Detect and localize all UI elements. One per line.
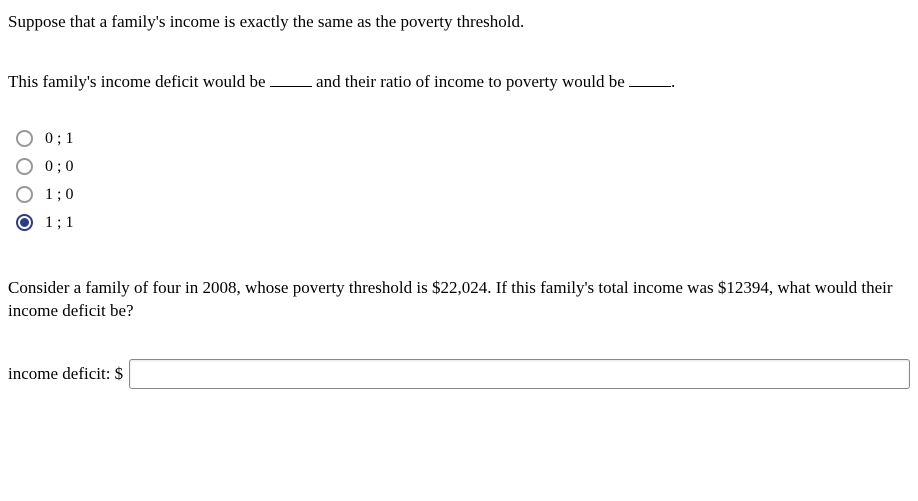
question-2-text: Consider a family of four in 2008, whose… [8, 276, 910, 324]
q1-part-a: This family's income deficit would be [8, 72, 270, 91]
option-0-1[interactable]: 0 ; 1 [16, 130, 910, 148]
blank-1 [270, 70, 312, 87]
income-deficit-row: income deficit: $ [8, 359, 910, 389]
blank-2 [629, 70, 671, 87]
income-deficit-input[interactable] [129, 359, 910, 389]
radio-icon [16, 214, 33, 231]
radio-icon [16, 158, 33, 175]
option-label: 1 ; 0 [45, 186, 73, 204]
radio-icon [16, 130, 33, 147]
question-2: Consider a family of four in 2008, whose… [8, 276, 910, 390]
question-1: Suppose that a family's income is exactl… [8, 10, 910, 232]
option-label: 1 ; 1 [45, 214, 73, 232]
question-1-intro: Suppose that a family's income is exactl… [8, 10, 910, 34]
income-deficit-label: income deficit: $ [8, 364, 123, 384]
option-1-0[interactable]: 1 ; 0 [16, 186, 910, 204]
radio-icon [16, 186, 33, 203]
q1-part-c: . [671, 72, 675, 91]
option-label: 0 ; 0 [45, 158, 73, 176]
options-group: 0 ; 1 0 ; 0 1 ; 0 1 ; 1 [16, 130, 910, 232]
question-1-blank-sentence: This family's income deficit would be an… [8, 70, 910, 94]
q1-part-b: and their ratio of income to poverty wou… [312, 72, 629, 91]
option-1-1[interactable]: 1 ; 1 [16, 214, 910, 232]
option-label: 0 ; 1 [45, 130, 73, 148]
option-0-0[interactable]: 0 ; 0 [16, 158, 910, 176]
